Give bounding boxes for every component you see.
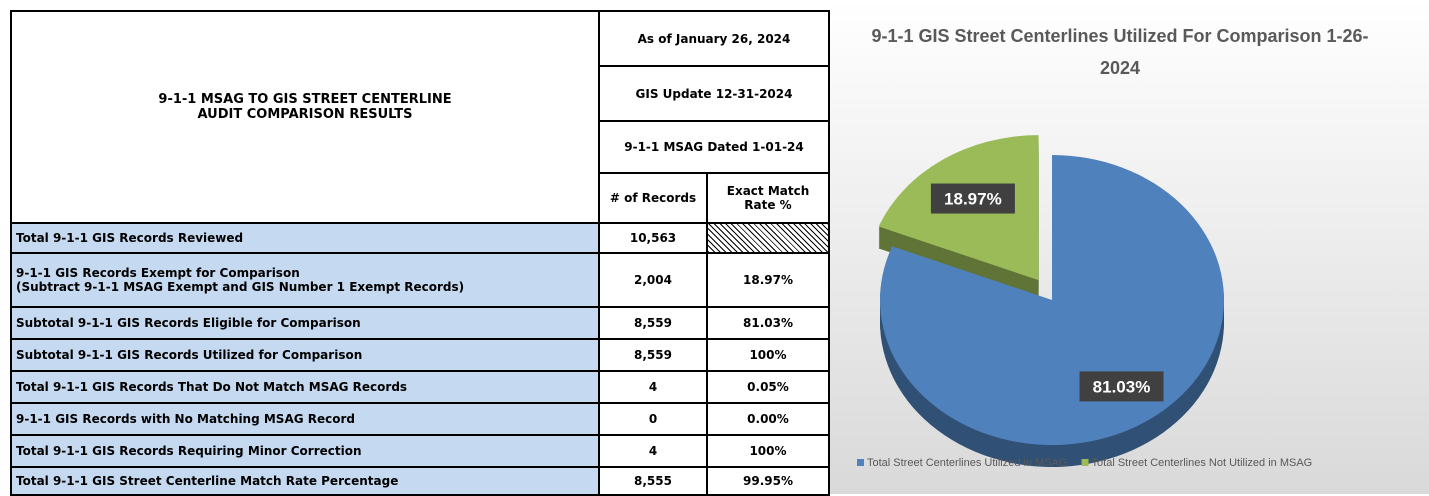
legend-label: Total Street Centerlines Not Utilized in… — [1092, 457, 1313, 469]
row-label: Subtotal 9-1-1 GIS Records Eligible for … — [10, 306, 600, 340]
row-sublabel-text: (Subtract 9-1-1 MSAG Exempt and GIS Numb… — [16, 280, 465, 294]
rate-text: 0.00% — [747, 412, 789, 426]
row-label-text: Total 9-1-1 GIS Records That Do Not Matc… — [16, 380, 408, 394]
row-label: 9-1-1 GIS Records Exempt for Comparison(… — [10, 252, 600, 308]
row-label-text: 9-1-1 GIS Records Exempt for Comparison — [16, 266, 300, 280]
rate-cell: 100% — [706, 338, 830, 372]
row-label: Total 9-1-1 GIS Records That Do Not Matc… — [10, 370, 600, 404]
data-label: 18.97% — [944, 190, 1002, 209]
legend-label: Total Street Centerlines Utilized in MSA… — [867, 457, 1068, 469]
data-label: 81.03% — [1093, 377, 1151, 396]
table-row: 9-1-1 MSAG Dated 1-01-24 — [11, 120, 830, 174]
records-cell: 4 — [598, 370, 708, 404]
rate-text: 99.95% — [743, 474, 793, 488]
row-label-text: Subtotal 9-1-1 GIS Records Utilized for … — [16, 348, 363, 362]
legend-swatch — [857, 459, 864, 466]
records-cell: 2,004 — [598, 252, 708, 308]
rate-text: 0.05% — [747, 380, 789, 394]
records-text: 8,559 — [634, 316, 672, 330]
table-row: Total 9-1-1 GIS Records Reviewed 10,563 — [10, 222, 830, 254]
rate-cell: 99.95% — [706, 466, 830, 496]
row-label: Total 9-1-1 GIS Records Reviewed — [10, 222, 600, 254]
row-label-text: Total 9-1-1 GIS Street Centerline Match … — [16, 474, 399, 488]
row-label-text: 9-1-1 GIS Records with No Matching MSAG … — [16, 412, 356, 426]
table-title: 9-1-1 MSAG TO GIS STREET CENTERLINE AUDIT… — [10, 10, 600, 224]
table-row: GIS Update 12-31-2024 — [11, 65, 830, 122]
rate-text: 81.03% — [743, 316, 793, 330]
table-row: Subtotal 9-1-1 GIS Records Eligible for … — [10, 306, 830, 340]
header-text: GIS Update 12-31-2024 — [635, 86, 793, 101]
legend-swatch — [1081, 459, 1089, 466]
records-text: 4 — [648, 444, 658, 458]
row-label-text: Total 9-1-1 GIS Records Requiring Minor … — [16, 444, 362, 458]
rate-text: 100% — [749, 444, 787, 458]
records-text: 8,555 — [634, 474, 672, 488]
records-cell: 0 — [598, 402, 708, 436]
header-cell: 9-1-1 MSAG Dated 1-01-24 — [598, 120, 830, 174]
rate-cell: 100% — [706, 434, 830, 468]
table-row: Total 9-1-1 GIS Records Requiring Minor … — [10, 434, 830, 468]
rate-cell: 0.05% — [706, 370, 830, 404]
records-text: 8,559 — [634, 348, 672, 362]
row-label: Total 9-1-1 GIS Records Requiring Minor … — [10, 434, 600, 468]
data-label-box — [1079, 371, 1164, 402]
header-cell: As of January 26, 2024 — [598, 10, 830, 67]
rate-text: 18.97% — [743, 273, 793, 287]
column-header-text: # of Records — [609, 191, 697, 205]
table-row: 9-1-1 GIS Records with No Matching MSAG … — [10, 402, 830, 436]
row-label-text: Total 9-1-1 GIS Records Reviewed — [16, 231, 244, 245]
records-cell: 8,559 — [598, 306, 708, 340]
title-line: AUDIT COMPARISON RESULTS — [197, 107, 413, 122]
header-cell: GIS Update 12-31-2024 — [598, 65, 830, 122]
hatched-cell — [706, 222, 830, 254]
column-header: # of Records — [598, 172, 708, 224]
header-text: As of January 26, 2024 — [637, 31, 791, 46]
row-label-text: Subtotal 9-1-1 GIS Records Eligible for … — [16, 316, 361, 330]
header-text: 9-1-1 MSAG Dated 1-01-24 — [624, 140, 804, 154]
chart-title: 9-1-1 GIS Street Centerlines Utilized Fo… — [871, 26, 1369, 78]
records-text: 4 — [648, 380, 658, 394]
table-row: Subtotal 9-1-1 GIS Records Utilized for … — [10, 338, 830, 372]
rate-cell: 0.00% — [706, 402, 830, 436]
table-row: # of Records Exact Match Rate % — [11, 172, 830, 224]
records-cell: 8,559 — [598, 338, 708, 372]
records-text: 10,563 — [629, 231, 677, 245]
table-row: 9-1-1 MSAG TO GIS STREET CENTERLINE AUDIT… — [10, 10, 830, 224]
column-header-text: Exact Match Rate % — [726, 184, 810, 212]
table-row: Total 9-1-1 GIS Street Centerline Match … — [10, 466, 830, 496]
table-row: Total 9-1-1 GIS Records That Do Not Matc… — [10, 370, 830, 404]
table-row: 9-1-1 GIS Records Exempt for Comparison(… — [10, 252, 830, 308]
records-cell: 4 — [598, 434, 708, 468]
data-label-box — [930, 183, 1015, 214]
records-cell: 10,563 — [598, 222, 708, 254]
records-text: 2,004 — [634, 273, 672, 287]
records-text: 0 — [648, 412, 658, 426]
column-header: Exact Match Rate % — [706, 172, 830, 224]
audit-table: 9-1-1 MSAG TO GIS STREET CENTERLINE AUDIT… — [10, 10, 830, 496]
row-label: Subtotal 9-1-1 GIS Records Utilized for … — [10, 338, 600, 372]
rate-cell: 18.97% — [706, 252, 830, 308]
row-label: Total 9-1-1 GIS Street Centerline Match … — [10, 466, 600, 496]
rate-cell: 81.03% — [706, 306, 830, 340]
rate-text: 100% — [749, 348, 787, 362]
row-label: 9-1-1 GIS Records with No Matching MSAG … — [10, 402, 600, 436]
title-line: 9-1-1 MSAG TO GIS STREET CENTERLINE — [158, 92, 452, 107]
